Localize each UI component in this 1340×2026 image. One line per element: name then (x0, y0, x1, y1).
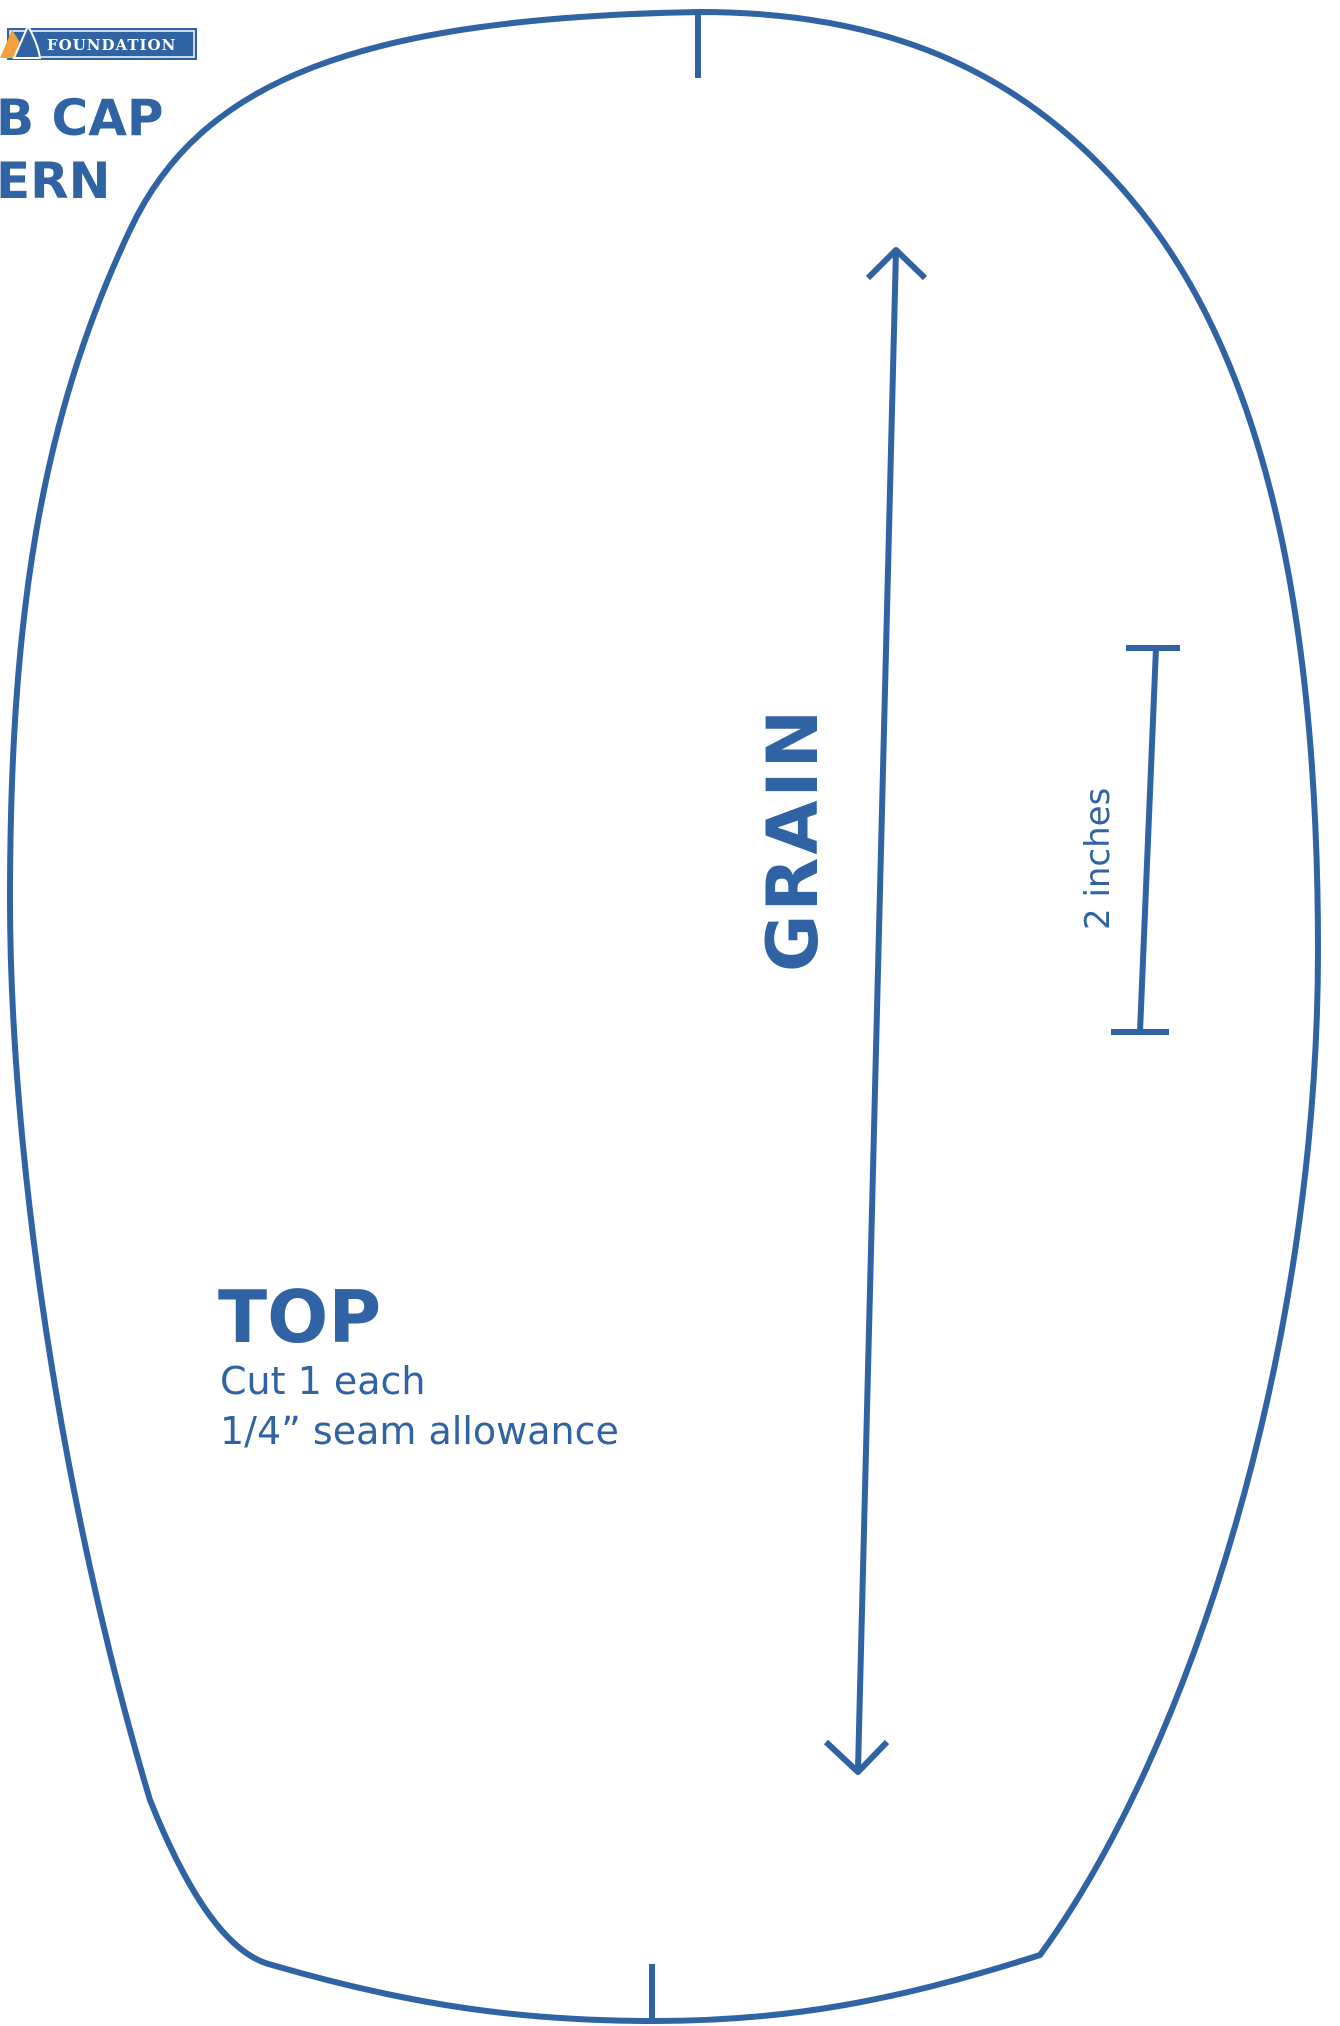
pattern-title-line-1: B CAP (0, 89, 164, 147)
piece-name: TOP (218, 1275, 381, 1359)
scale-label: 2 inches (1078, 788, 1118, 930)
cut-instruction: Cut 1 each (220, 1359, 426, 1403)
seam-allowance-instruction: 1/4” seam allowance (220, 1409, 619, 1453)
brand-name: FOUNDATION (47, 36, 176, 54)
scale-bar-line (1137, 647, 1159, 1033)
grainline-shaft (855, 249, 899, 1771)
grain-label: GRAIN (752, 707, 834, 972)
arrow-up-icon (865, 247, 928, 281)
pattern-outline (7, 9, 1321, 2024)
arrow-down-icon (823, 1739, 890, 1775)
grainline-arrow (823, 247, 928, 1775)
scale-bar (1111, 645, 1180, 1035)
pattern-title-line-2: ERN (0, 152, 111, 210)
foundation-logo: FOUNDATION (0, 23, 197, 60)
